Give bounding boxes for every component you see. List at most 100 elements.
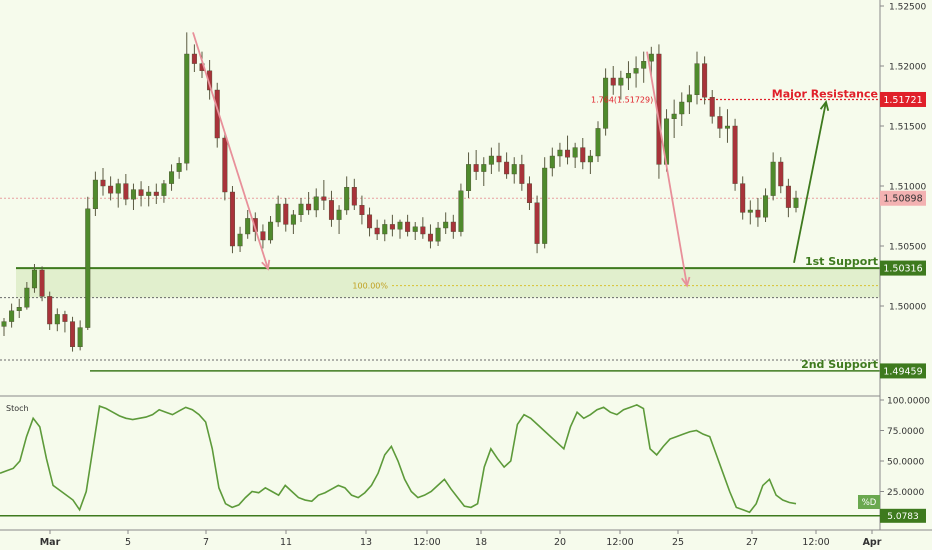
y-tick-label: 1.52000	[889, 63, 926, 73]
x-tick-label: 25	[672, 537, 684, 548]
candle-body	[595, 128, 601, 157]
candle-body	[268, 221, 274, 241]
candle-body	[92, 179, 98, 209]
candle-body	[260, 231, 266, 241]
current-price-value: 1.50898	[883, 194, 922, 205]
candle-body	[778, 161, 784, 187]
candle-body	[648, 53, 654, 62]
price-pane[interactable]: 100.00% 1.764(1.51729) Major Resistance …	[0, 32, 880, 372]
candle-body	[62, 314, 68, 322]
candle-body	[39, 269, 45, 297]
candle-body	[123, 183, 129, 200]
candle-body	[397, 221, 403, 230]
stoch-reference-value: 5.0783	[887, 512, 919, 522]
stoch-legend-badge: %D	[858, 495, 880, 509]
fib-100-label: 100.00%	[352, 282, 388, 291]
first-support-price-tag: 1.50316	[880, 260, 926, 276]
candle-body	[717, 116, 723, 129]
x-tick-label: 20	[554, 537, 566, 548]
first-support-price-value: 1.50316	[883, 264, 922, 275]
candle-body	[367, 214, 373, 229]
candle-body	[405, 221, 411, 232]
major-resistance-label: Major Resistance	[772, 87, 878, 100]
candle-body	[504, 161, 510, 175]
stoch-y-axis[interactable]: 25.0000 50.0000 75.0000 100.0000	[880, 397, 930, 499]
y-tick-label: 1.51000	[889, 183, 926, 193]
candle-body	[587, 155, 593, 163]
candle-body	[245, 218, 251, 235]
candle-body	[557, 149, 563, 157]
candle-body	[191, 53, 197, 64]
move-arrow-down-2	[646, 51, 688, 286]
x-tick-label: 27	[746, 537, 758, 548]
candle-body	[54, 314, 60, 325]
candle-body	[519, 164, 525, 184]
price-y-axis[interactable]: 1.50000 1.50500 1.51000 1.51500 1.52000 1.525…	[880, 3, 926, 313]
first-support-label: 1st Support	[805, 255, 878, 268]
x-tick-label: 11	[280, 537, 292, 548]
candle-body	[732, 125, 738, 184]
candle-body	[108, 185, 114, 194]
candle-body	[161, 183, 167, 196]
x-tick-label: 18	[475, 537, 487, 548]
candle-body	[146, 191, 152, 196]
candle-body	[229, 191, 235, 247]
candle-body	[488, 155, 494, 165]
y-tick-label: 1.52500	[889, 3, 926, 13]
move-arrow-down-1-head	[261, 259, 271, 271]
candle-body	[222, 137, 228, 193]
y-tick-label: 1.50000	[889, 303, 926, 313]
stoch-y-tick-label: 50.0000	[887, 458, 924, 468]
candle-body	[359, 204, 365, 215]
candle-body	[671, 113, 677, 119]
candle-body	[435, 227, 441, 242]
x-tick-label: 7	[203, 537, 209, 548]
candle-body	[77, 327, 83, 348]
candle-body	[740, 183, 746, 213]
candle-body	[351, 186, 357, 206]
candle-body	[763, 195, 769, 218]
x-tick-label: 13	[360, 537, 372, 548]
move-arrow-down-2-head	[681, 276, 691, 288]
candle-body	[618, 77, 624, 86]
candle-body	[389, 224, 395, 230]
candles	[1, 32, 799, 352]
second-support-price-value: 1.49459	[883, 366, 922, 377]
candle-body	[755, 209, 761, 218]
x-tick-label: 5	[125, 537, 131, 548]
candle-body	[306, 203, 312, 211]
x-tick-label: 12:00	[802, 537, 829, 548]
candle-body	[793, 197, 799, 208]
candle-body	[184, 53, 190, 164]
y-tick-label: 1.50500	[889, 243, 926, 253]
candle-body	[466, 164, 472, 191]
candle-body	[496, 155, 502, 163]
candle-body	[694, 63, 700, 95]
candle-body	[534, 202, 540, 244]
candle-body	[412, 226, 418, 232]
x-tick-label: Mar	[40, 537, 61, 548]
candle-body	[610, 77, 616, 86]
candle-body	[770, 161, 776, 196]
candle-body	[283, 203, 289, 225]
fib-resistance-label: 1.764(1.51729)	[591, 95, 653, 104]
candle-body	[336, 209, 342, 220]
y-tick-label: 1.51500	[889, 123, 926, 133]
candle-body	[275, 203, 281, 223]
candle-body	[85, 208, 91, 328]
candle-body	[328, 200, 334, 220]
candle-body	[458, 190, 464, 232]
candle-body	[153, 191, 159, 196]
stochastic-pane[interactable]: Stoch %D 5.0783	[0, 404, 926, 523]
candle-body	[724, 125, 730, 129]
projection-arrow-up	[793, 101, 827, 263]
x-axis[interactable]: Mar 5 7 11 13 12:00 18 20 12:00 25 27 12:00 Apr	[40, 530, 882, 548]
candle-body	[450, 221, 456, 232]
candle-body	[481, 164, 487, 172]
stoch-reference-tag: 5.0783	[880, 508, 926, 523]
candle-body	[473, 164, 479, 172]
candle-body	[169, 171, 175, 184]
stoch-y-tick-label: 100.0000	[887, 397, 930, 407]
candle-body	[572, 147, 578, 158]
